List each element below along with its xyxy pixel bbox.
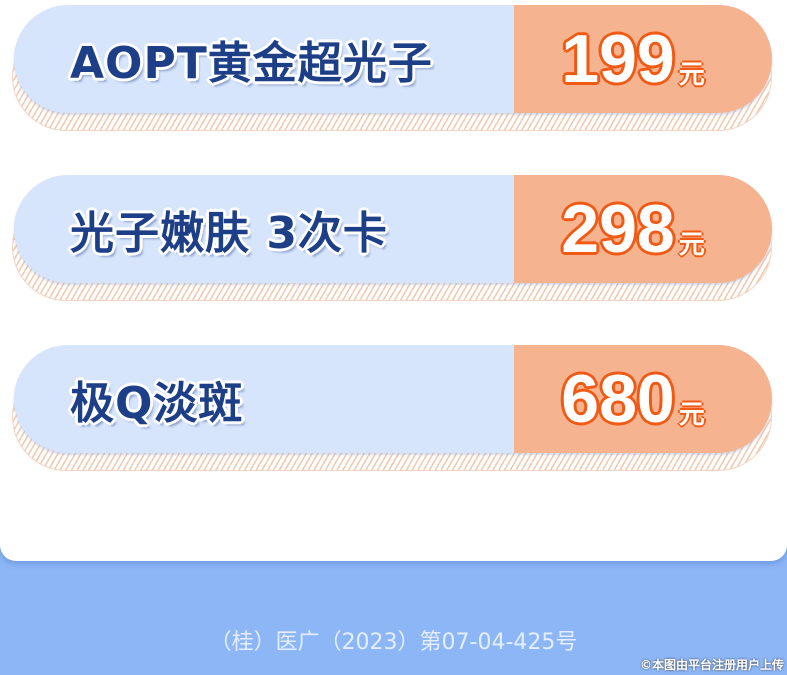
price-list-panel: AOPT黄金超光子 199 元 光子嫩肤 3次卡 298 元 极Q淡斑 680 元 (0, 0, 787, 561)
price-card[interactable]: AOPT黄金超光子 199 元 (12, 5, 774, 131)
item-name: 光子嫩肤 3次卡 (70, 208, 388, 259)
watermark: ©本图由平台注册用户上传 (639, 658, 784, 672)
item-name: 极Q淡斑 (70, 378, 244, 429)
price-value: 298 (561, 191, 675, 267)
price-unit: 元 (678, 229, 705, 260)
item-price: 680 元 (514, 345, 772, 453)
price-unit: 元 (678, 59, 705, 90)
ad-license-number: （桂）医广（2023）第07-04-425号 (209, 630, 578, 655)
price-value: 680 (561, 361, 675, 437)
price-value: 199 (561, 21, 675, 97)
item-price: 199 元 (514, 5, 772, 113)
price-unit: 元 (678, 399, 705, 430)
price-card[interactable]: 光子嫩肤 3次卡 298 元 (12, 175, 774, 301)
price-card[interactable]: 极Q淡斑 680 元 (12, 345, 774, 471)
item-price: 298 元 (514, 175, 772, 283)
item-name: AOPT黄金超光子 (70, 38, 433, 89)
